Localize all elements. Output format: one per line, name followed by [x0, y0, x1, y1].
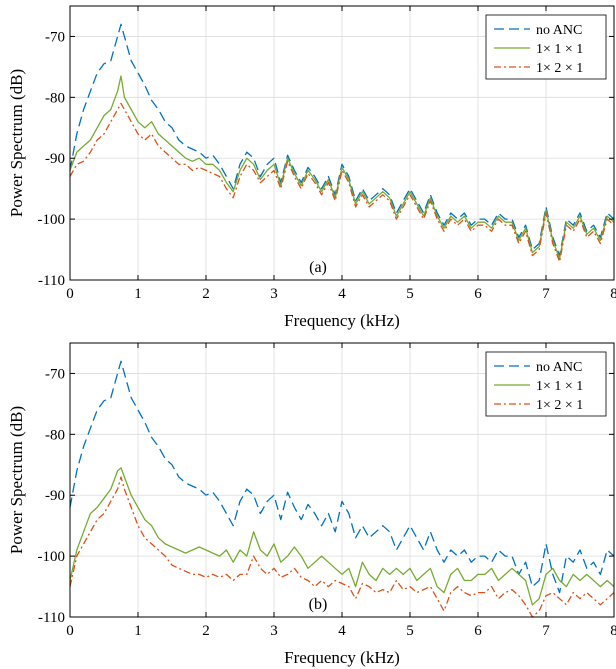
- y-tick-label: -100: [38, 549, 66, 565]
- x-tick-label: 7: [542, 286, 550, 302]
- y-tick-label: -110: [38, 273, 65, 289]
- series-line-1: [69, 360, 615, 594]
- y-tick-label: -100: [38, 212, 66, 228]
- series-line-2: [69, 467, 615, 606]
- series-line-3: [69, 476, 615, 618]
- series-line-2: [69, 75, 615, 260]
- x-axis-label: Frequency (kHz): [284, 311, 400, 330]
- y-tick-label: -70: [45, 29, 65, 45]
- panel-label: (a): [309, 259, 327, 276]
- y-axis-label: Power Spectrum (dB): [7, 406, 26, 554]
- panel-label: (b): [309, 596, 328, 613]
- y-tick-label: -90: [45, 488, 65, 504]
- legend-entry-label: 1× 2 × 1: [536, 61, 583, 76]
- x-tick-label: 5: [406, 286, 414, 302]
- x-tick-label: 5: [406, 623, 414, 639]
- series-line-1: [69, 23, 615, 257]
- x-tick-label: 0: [66, 286, 74, 302]
- y-axis-label: Power Spectrum (dB): [7, 69, 26, 217]
- x-axis-label: Frequency (kHz): [284, 648, 400, 667]
- legend-entry-label: 1× 1 × 1: [536, 379, 583, 394]
- legend-entry-label: no ANC: [536, 360, 582, 375]
- legend: no ANC 1× 1 × 1 1× 2 × 1: [485, 351, 607, 417]
- x-tick-label: 8: [610, 623, 616, 639]
- y-tick-label: -70: [45, 366, 65, 382]
- chart-panel-2: 0 1 2 3 4 5 6 7 8 -70 -80 -90 -100 -110 Frequency (kHz…: [7, 342, 616, 667]
- y-tick-label: -80: [45, 427, 65, 443]
- legend-box: [485, 351, 607, 417]
- x-tick-label: 8: [610, 286, 616, 302]
- x-tick-label: 6: [474, 623, 482, 639]
- legend-entry-label: 1× 1 × 1: [536, 42, 583, 57]
- y-tick-label: -80: [45, 90, 65, 106]
- legend-entry-label: no ANC: [536, 23, 582, 38]
- x-tick-label: 4: [338, 623, 346, 639]
- x-tick-label: 1: [134, 623, 142, 639]
- x-tick-label: 0: [66, 623, 74, 639]
- y-tick-label: -110: [38, 610, 65, 626]
- series-line-3: [69, 102, 615, 263]
- x-tick-label: 3: [270, 286, 278, 302]
- x-tick-label: 3: [270, 623, 278, 639]
- x-tick-label: 2: [202, 623, 210, 639]
- legend-box: [485, 14, 607, 80]
- x-tick-label: 4: [338, 286, 346, 302]
- legend-entry-label: 1× 2 × 1: [536, 398, 583, 413]
- x-tick-label: 7: [542, 623, 550, 639]
- x-tick-label: 1: [134, 286, 142, 302]
- legend: no ANC 1× 1 × 1 1× 2 × 1: [485, 14, 607, 80]
- x-tick-label: 6: [474, 286, 482, 302]
- chart-panel-1: 0 1 2 3 4 5 6 7 8 -70 -80 -90 -100 -110 Frequency (kHz…: [7, 5, 616, 330]
- x-tick-label: 2: [202, 286, 210, 302]
- y-tick-label: -90: [45, 151, 65, 167]
